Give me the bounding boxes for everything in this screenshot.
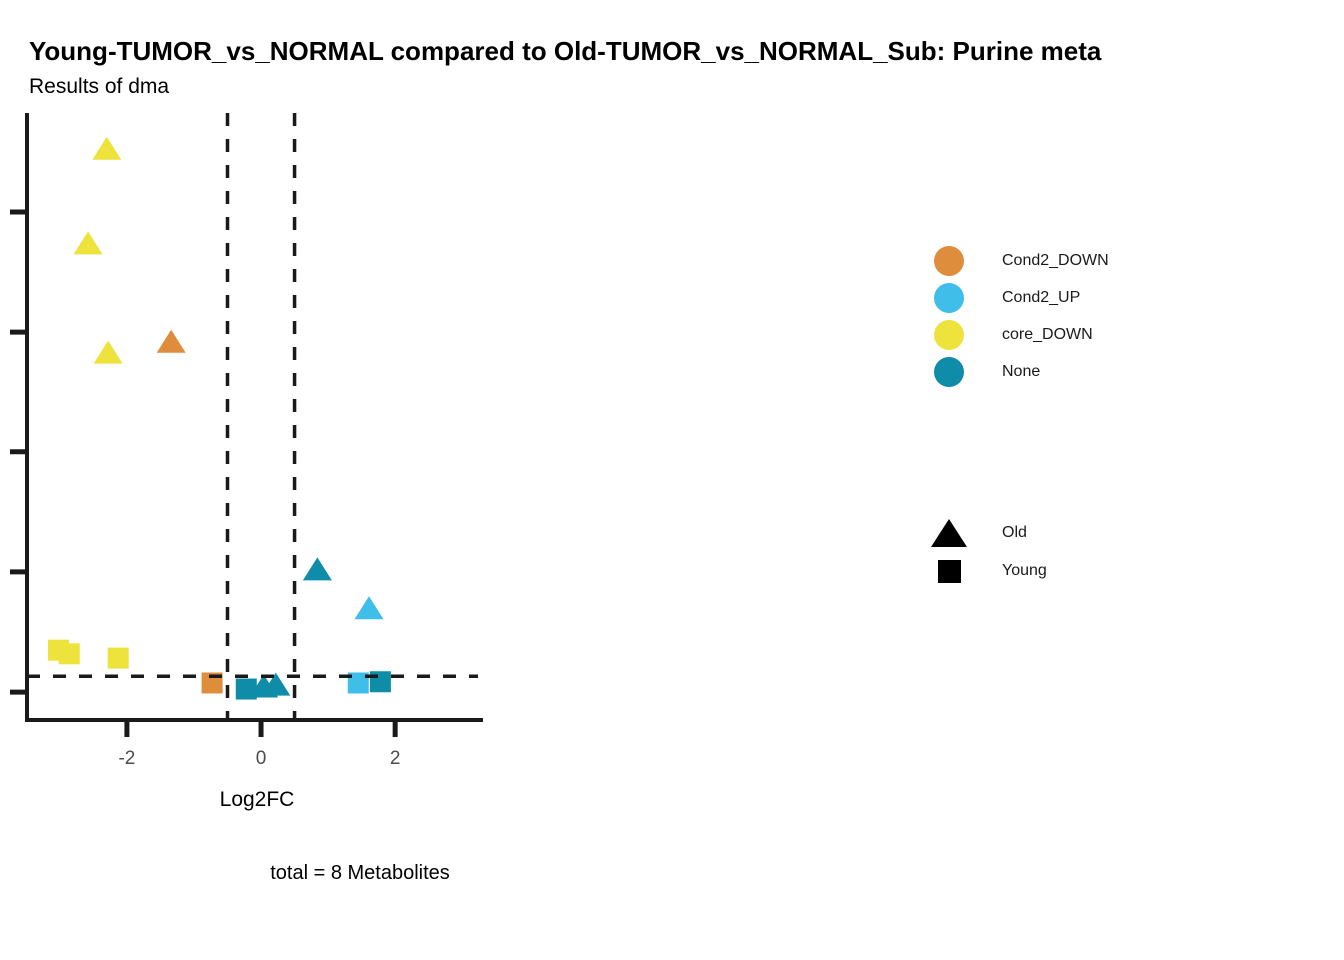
legend-item-young: Young — [931, 552, 1047, 590]
legend-item-cond2-up: Cond2_UP — [934, 279, 1109, 316]
page-title: Young-TUMOR_vs_NORMAL compared to Old-TU… — [29, 36, 1102, 66]
data-point-triangle — [73, 231, 103, 255]
data-point-square — [107, 647, 129, 669]
legend-item-label: Cond2_UP — [1002, 288, 1081, 306]
swatch-column — [934, 282, 964, 313]
swatch-column — [934, 356, 964, 387]
data-point-square — [58, 643, 80, 665]
x-tick-label: 2 — [390, 748, 401, 769]
data-point-triangle — [92, 136, 122, 160]
data-point-triangle — [354, 596, 384, 620]
square-swatch-icon — [937, 559, 961, 583]
data-point-triangle — [261, 672, 291, 696]
legend-item-old: Old — [931, 514, 1047, 552]
shape-legend: Old Young — [931, 514, 1047, 590]
color-legend: Cond2_DOWN Cond2_UP core_DOWN None — [934, 242, 1109, 390]
data-point-triangle — [302, 557, 332, 581]
legend-item-label: core_DOWN — [1002, 325, 1093, 343]
data-point-triangle — [93, 340, 123, 364]
data-point-triangle — [156, 329, 186, 353]
data-point-square — [369, 671, 391, 693]
legend-item-label: None — [1002, 362, 1041, 380]
circle-swatch-icon — [934, 319, 964, 350]
legend-item-label: Young — [1002, 562, 1047, 579]
swatch-column — [931, 518, 967, 548]
swatch-column — [931, 556, 967, 586]
legend-item-cond2-down: Cond2_DOWN — [934, 242, 1109, 279]
data-point-square — [347, 672, 369, 694]
x-tick-label: -2 — [118, 748, 135, 769]
legend-item-label: Old — [1002, 524, 1027, 541]
x-tick-label: 0 — [256, 748, 267, 769]
plot-caption: total = 8 Metabolites — [270, 862, 450, 884]
circle-swatch-icon — [934, 356, 964, 387]
circle-swatch-icon — [934, 245, 964, 276]
legend-item-none: None — [934, 353, 1109, 390]
legend-item-label: Cond2_DOWN — [1002, 251, 1109, 269]
swatch-column — [934, 319, 964, 350]
circle-swatch-icon — [934, 282, 964, 313]
triangle-swatch-icon — [931, 519, 967, 547]
legend-item-core-down: core_DOWN — [934, 316, 1109, 353]
swatch-column — [934, 245, 964, 276]
x-axis-label: Log2FC — [219, 788, 295, 811]
page-subtitle: Results of dma — [29, 75, 170, 98]
